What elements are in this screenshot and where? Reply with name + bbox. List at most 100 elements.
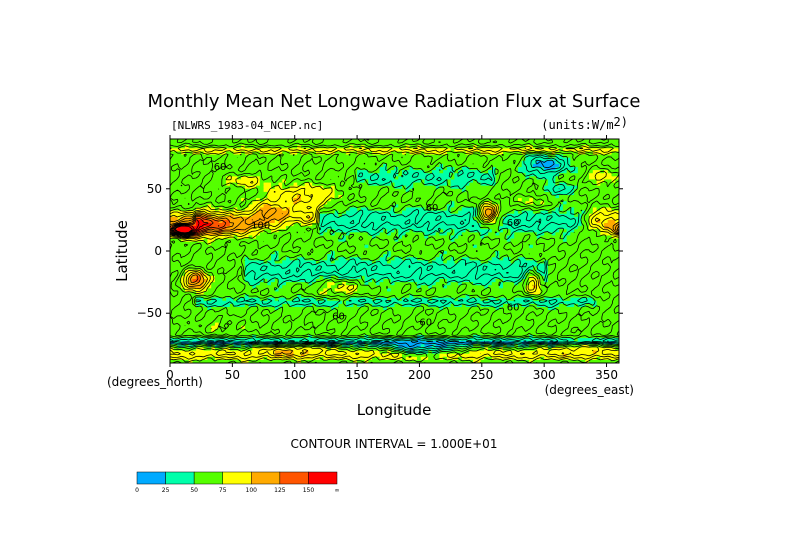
heatmap-cell (510, 139, 515, 143)
heatmap-cell (364, 185, 369, 190)
heatmap-cell (521, 163, 527, 168)
heatmap-cell (345, 251, 351, 255)
heatmap-cell (293, 266, 298, 271)
heatmap-cell (517, 201, 523, 205)
heatmap-cell (484, 185, 489, 190)
heatmap-cell (532, 142, 538, 146)
heatmap-cell (480, 213, 485, 218)
heatmap-cell (420, 176, 426, 181)
heatmap-cell (199, 257, 205, 261)
heatmap-cell (581, 241, 586, 246)
heatmap-cell (271, 151, 276, 156)
heatmap-cell (435, 188, 440, 193)
heatmap-cell (222, 216, 227, 221)
heatmap-cell (248, 195, 253, 199)
heatmap-cell (409, 207, 414, 212)
heatmap-cell (338, 142, 343, 146)
heatmap-cell (566, 204, 571, 209)
heatmap-cell (480, 188, 485, 193)
heatmap-cell (312, 182, 317, 187)
heatmap-cell (611, 204, 616, 209)
heatmap-cell (536, 139, 542, 143)
heatmap-cell (278, 207, 283, 212)
heatmap-cell (510, 263, 515, 268)
heatmap-cell (521, 226, 527, 230)
heatmap-cell (480, 139, 485, 143)
heatmap-cell (484, 244, 489, 249)
heatmap-cell (488, 191, 493, 196)
heatmap-cell (559, 163, 564, 168)
heatmap-cell (600, 210, 605, 215)
heatmap-cell (398, 182, 403, 187)
heatmap-cell (544, 238, 549, 243)
heatmap-cell (323, 163, 328, 168)
heatmap-cell (577, 247, 583, 252)
heatmap-cell (222, 188, 227, 193)
heatmap-cell (233, 198, 238, 202)
heatmap-cell (222, 257, 227, 261)
heatmap-cell (529, 235, 534, 240)
heatmap-cell (439, 232, 444, 237)
heatmap-cell (353, 226, 358, 230)
heatmap-cell (196, 226, 201, 230)
heatmap-cell (177, 257, 182, 261)
heatmap-cell (532, 160, 538, 165)
heatmap-cell (458, 167, 463, 171)
heatmap-cell (364, 251, 369, 255)
heatmap-cell (289, 238, 295, 243)
heatmap-cell (293, 226, 298, 230)
heatmap-cell (559, 247, 564, 252)
heatmap-cell (570, 176, 575, 181)
heatmap-cell (226, 260, 231, 265)
heatmap-cell (278, 244, 283, 249)
heatmap-cell (368, 145, 373, 149)
heatmap-cell (450, 207, 455, 212)
heatmap-cell (271, 257, 276, 261)
heatmap-cell (615, 198, 619, 202)
heatmap-cell (574, 173, 579, 177)
heatmap-cell (177, 188, 182, 193)
heatmap-cell (547, 163, 553, 168)
heatmap-cell (499, 254, 504, 258)
heatmap-cell (495, 188, 500, 193)
heatmap-cell (364, 219, 369, 224)
heatmap-cell (267, 251, 272, 255)
heatmap-cell (319, 157, 325, 162)
heatmap-cell (394, 179, 399, 184)
heatmap-cell (446, 179, 452, 184)
heatmap-cell (353, 195, 358, 199)
heatmap-cell (241, 247, 246, 252)
heatmap-cell (297, 257, 302, 261)
heatmap-cell (282, 213, 287, 218)
heatmap-cell (244, 244, 250, 249)
heatmap-cell (390, 142, 396, 146)
heatmap-cell (379, 170, 384, 174)
heatmap-cell (566, 201, 571, 205)
heatmap-cell (398, 185, 403, 190)
heatmap-cell (241, 151, 246, 156)
heatmap-cell (173, 157, 179, 162)
heatmap-cell (207, 198, 212, 202)
heatmap-cell (398, 210, 403, 215)
heatmap-cell (420, 173, 426, 177)
heatmap-cell (368, 226, 373, 230)
heatmap-cell (461, 151, 467, 156)
heatmap-cell (439, 207, 444, 212)
heatmap-cell (263, 154, 268, 159)
heatmap-cell (428, 244, 433, 249)
heatmap-cell (383, 266, 388, 271)
heatmap-cell (330, 210, 336, 215)
heatmap-cell (532, 257, 538, 261)
heatmap-cell (390, 185, 396, 190)
heatmap-cell (207, 247, 212, 252)
heatmap-cell (282, 170, 287, 174)
heatmap-cell (431, 142, 437, 146)
heatmap-cell (409, 179, 414, 184)
heatmap-cell (181, 167, 186, 171)
heatmap-cell (248, 235, 253, 240)
heatmap-cell (555, 160, 560, 165)
heatmap-cell (229, 207, 235, 212)
heatmap-cell (188, 260, 194, 265)
heatmap-cell (338, 216, 343, 221)
heatmap-cell (349, 223, 354, 227)
